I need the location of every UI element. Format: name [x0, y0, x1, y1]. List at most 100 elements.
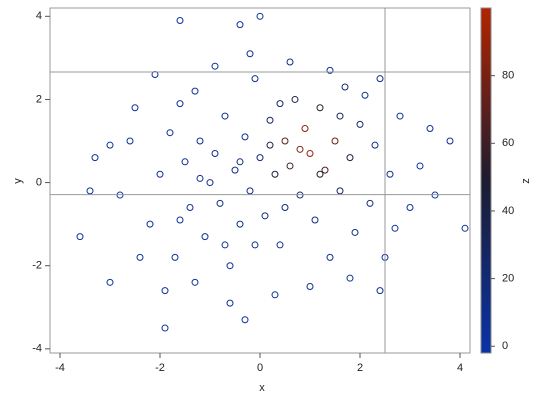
point: [91, 154, 99, 162]
point: [306, 282, 314, 290]
point: [346, 274, 354, 282]
point: [181, 158, 189, 166]
point: [281, 204, 289, 212]
point: [176, 16, 184, 24]
point: [346, 154, 354, 162]
point: [211, 149, 219, 157]
y-tick-label: -2: [32, 260, 42, 272]
point: [106, 141, 114, 149]
colorbar-label: z: [520, 178, 532, 184]
point: [336, 187, 344, 195]
point: [241, 133, 249, 141]
point: [246, 187, 254, 195]
point: [416, 162, 424, 170]
point: [161, 324, 169, 332]
colorbar-tick-label: 80: [502, 70, 514, 82]
point: [146, 220, 154, 228]
point: [166, 129, 174, 137]
point: [296, 145, 304, 153]
point: [351, 228, 359, 236]
colorbar-tick-label: 60: [502, 137, 514, 149]
x-tick-label: 2: [357, 362, 363, 374]
point: [391, 224, 399, 232]
colorbar-tick-label: 40: [502, 205, 514, 217]
point: [236, 158, 244, 166]
point: [286, 58, 294, 66]
point: [376, 75, 384, 83]
y-tick-label: -4: [32, 343, 42, 355]
point: [336, 112, 344, 120]
point: [136, 253, 144, 261]
point: [191, 87, 199, 95]
colorbar-tick-label: 0: [502, 340, 508, 352]
point: [176, 100, 184, 108]
point: [131, 104, 139, 112]
point: [106, 278, 114, 286]
point: [376, 287, 384, 295]
point: [251, 75, 259, 83]
point: [186, 204, 194, 212]
point: [226, 262, 234, 270]
point: [156, 170, 164, 178]
y-tick-label: 2: [36, 93, 42, 105]
x-tick-label: -2: [155, 362, 165, 374]
point: [306, 149, 314, 157]
point: [386, 170, 394, 178]
point: [326, 253, 334, 261]
point: [271, 170, 279, 178]
point: [221, 241, 229, 249]
point: [176, 216, 184, 224]
point: [256, 12, 264, 20]
point: [201, 233, 209, 241]
point: [256, 154, 264, 162]
point: [226, 299, 234, 307]
point: [321, 166, 329, 174]
x-tick-label: 4: [457, 362, 463, 374]
point: [356, 120, 364, 128]
x-tick-label: 0: [257, 362, 263, 374]
point: [211, 62, 219, 70]
point: [301, 125, 309, 133]
point: [461, 224, 469, 232]
point: [426, 125, 434, 133]
point: [276, 100, 284, 108]
point: [231, 166, 239, 174]
point: [316, 104, 324, 112]
point: [76, 233, 84, 241]
point: [406, 204, 414, 212]
point: [151, 71, 159, 79]
point: [171, 253, 179, 261]
point: [241, 316, 249, 324]
point: [191, 278, 199, 286]
point: [316, 170, 324, 178]
point: [206, 179, 214, 187]
point: [161, 287, 169, 295]
point: [196, 174, 204, 182]
point: [246, 50, 254, 58]
point: [261, 212, 269, 220]
point: [266, 116, 274, 124]
point: [366, 199, 374, 207]
colorbar-tick-label: 20: [502, 272, 514, 284]
point: [291, 95, 299, 103]
point: [371, 141, 379, 149]
colorbar: [480, 7, 492, 354]
point: [251, 241, 259, 249]
point: [126, 137, 134, 145]
point: [341, 83, 349, 91]
y-tick-label: 4: [36, 10, 42, 22]
point: [271, 291, 279, 299]
point: [276, 241, 284, 249]
point: [331, 137, 339, 145]
point: [196, 137, 204, 145]
y-tick-label: 0: [36, 176, 42, 188]
point: [236, 21, 244, 29]
point: [221, 112, 229, 120]
point: [286, 162, 294, 170]
point: [281, 137, 289, 145]
point: [326, 66, 334, 74]
x-axis-label: x: [259, 382, 265, 394]
y-axis-label: y: [12, 178, 24, 184]
point: [311, 216, 319, 224]
